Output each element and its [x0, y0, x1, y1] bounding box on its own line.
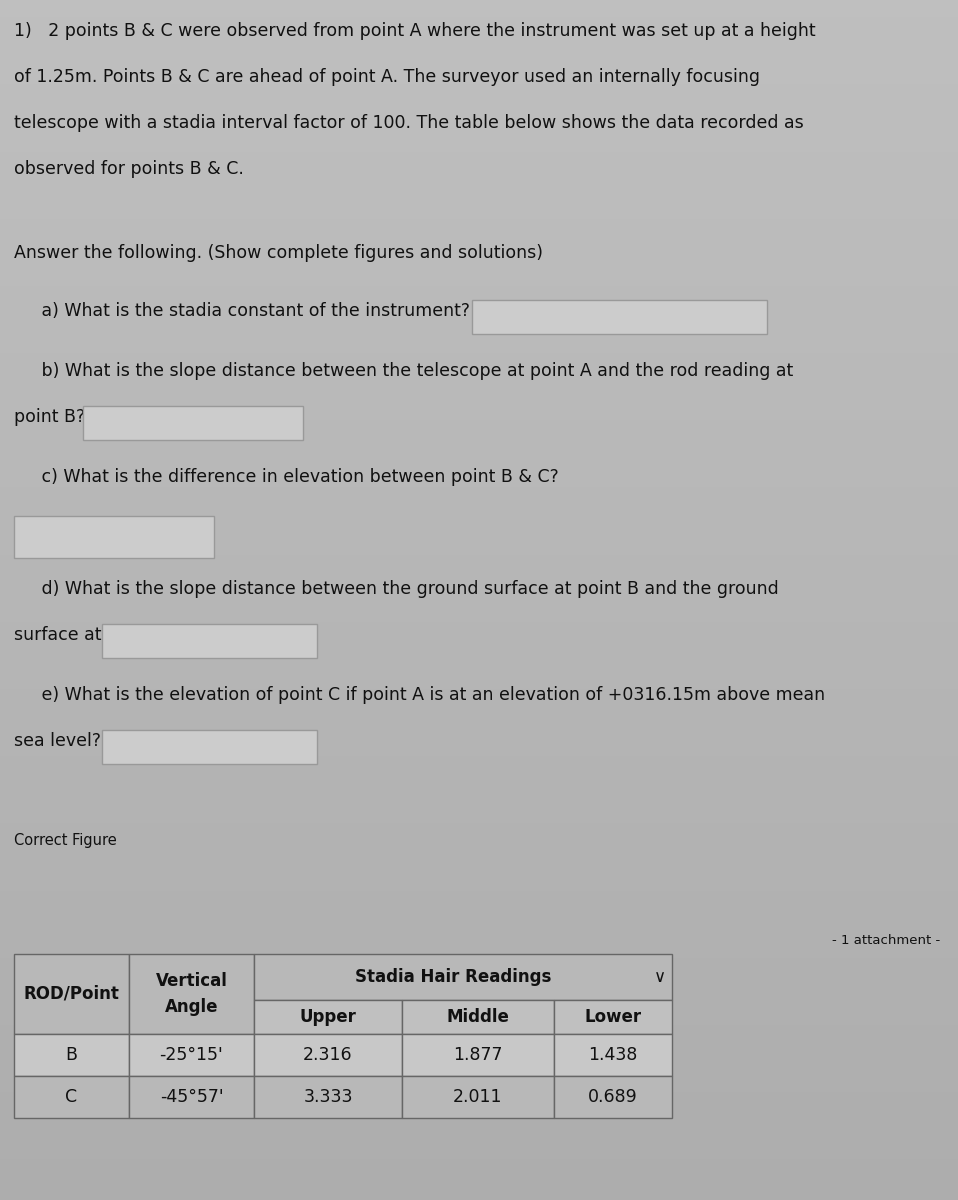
- Text: Answer the following. (Show complete figures and solutions): Answer the following. (Show complete fig…: [14, 244, 543, 262]
- Text: telescope with a stadia interval factor of 100. The table below shows the data r: telescope with a stadia interval factor …: [14, 114, 804, 132]
- Text: Vertical
Angle: Vertical Angle: [155, 972, 227, 1015]
- FancyBboxPatch shape: [14, 1034, 129, 1076]
- Text: of 1.25m. Points B & C are ahead of point A. The surveyor used an internally foc: of 1.25m. Points B & C are ahead of poin…: [14, 68, 760, 86]
- Text: e) What is the elevation of point C if point A is at an elevation of +0316.15m a: e) What is the elevation of point C if p…: [14, 686, 825, 704]
- Text: -25°15': -25°15': [160, 1046, 223, 1064]
- FancyBboxPatch shape: [129, 1076, 254, 1118]
- FancyBboxPatch shape: [554, 1076, 672, 1118]
- Text: B: B: [65, 1046, 78, 1064]
- FancyBboxPatch shape: [14, 1076, 129, 1118]
- FancyBboxPatch shape: [554, 1000, 672, 1034]
- Text: 1.877: 1.877: [453, 1046, 503, 1064]
- FancyBboxPatch shape: [102, 624, 317, 658]
- FancyBboxPatch shape: [402, 1034, 554, 1076]
- Text: Upper: Upper: [300, 1008, 356, 1026]
- FancyBboxPatch shape: [402, 1076, 554, 1118]
- Text: Stadia Hair Readings: Stadia Hair Readings: [354, 968, 551, 986]
- Text: 2.011: 2.011: [453, 1088, 503, 1106]
- FancyBboxPatch shape: [14, 954, 129, 1034]
- Text: b) What is the slope distance between the telescope at point A and the rod readi: b) What is the slope distance between th…: [14, 362, 793, 380]
- Text: observed for points B & C.: observed for points B & C.: [14, 160, 244, 178]
- FancyBboxPatch shape: [254, 954, 672, 1000]
- FancyBboxPatch shape: [102, 730, 317, 764]
- FancyBboxPatch shape: [402, 1000, 554, 1034]
- FancyBboxPatch shape: [129, 1034, 254, 1076]
- Text: sea level?: sea level?: [14, 732, 101, 750]
- FancyBboxPatch shape: [254, 1076, 402, 1118]
- FancyBboxPatch shape: [554, 1034, 672, 1076]
- Text: Middle: Middle: [446, 1008, 510, 1026]
- Text: C: C: [65, 1088, 78, 1106]
- Text: surface at C?: surface at C?: [14, 626, 128, 644]
- Text: 0.689: 0.689: [588, 1088, 638, 1106]
- FancyBboxPatch shape: [254, 1034, 402, 1076]
- FancyBboxPatch shape: [472, 300, 767, 334]
- Text: - 1 attachment -: - 1 attachment -: [832, 934, 940, 947]
- Text: Lower: Lower: [584, 1008, 642, 1026]
- Text: 1.438: 1.438: [588, 1046, 638, 1064]
- Text: 1)   2 points B & C were observed from point A where the instrument was set up a: 1) 2 points B & C were observed from poi…: [14, 22, 815, 40]
- FancyBboxPatch shape: [83, 406, 303, 440]
- Text: ROD/Point: ROD/Point: [24, 985, 120, 1003]
- Text: Correct Figure: Correct Figure: [14, 833, 117, 848]
- Text: point B?: point B?: [14, 408, 85, 426]
- Text: c) What is the difference in elevation between point B & C?: c) What is the difference in elevation b…: [14, 468, 559, 486]
- FancyBboxPatch shape: [14, 516, 214, 558]
- Text: d) What is the slope distance between the ground surface at point B and the grou: d) What is the slope distance between th…: [14, 580, 779, 598]
- Text: 3.333: 3.333: [304, 1088, 353, 1106]
- Text: -45°57': -45°57': [160, 1088, 223, 1106]
- Text: 2.316: 2.316: [303, 1046, 353, 1064]
- FancyBboxPatch shape: [254, 1000, 402, 1034]
- Text: ∨: ∨: [654, 968, 666, 986]
- Text: a) What is the stadia constant of the instrument?: a) What is the stadia constant of the in…: [14, 302, 470, 320]
- FancyBboxPatch shape: [129, 954, 254, 1034]
